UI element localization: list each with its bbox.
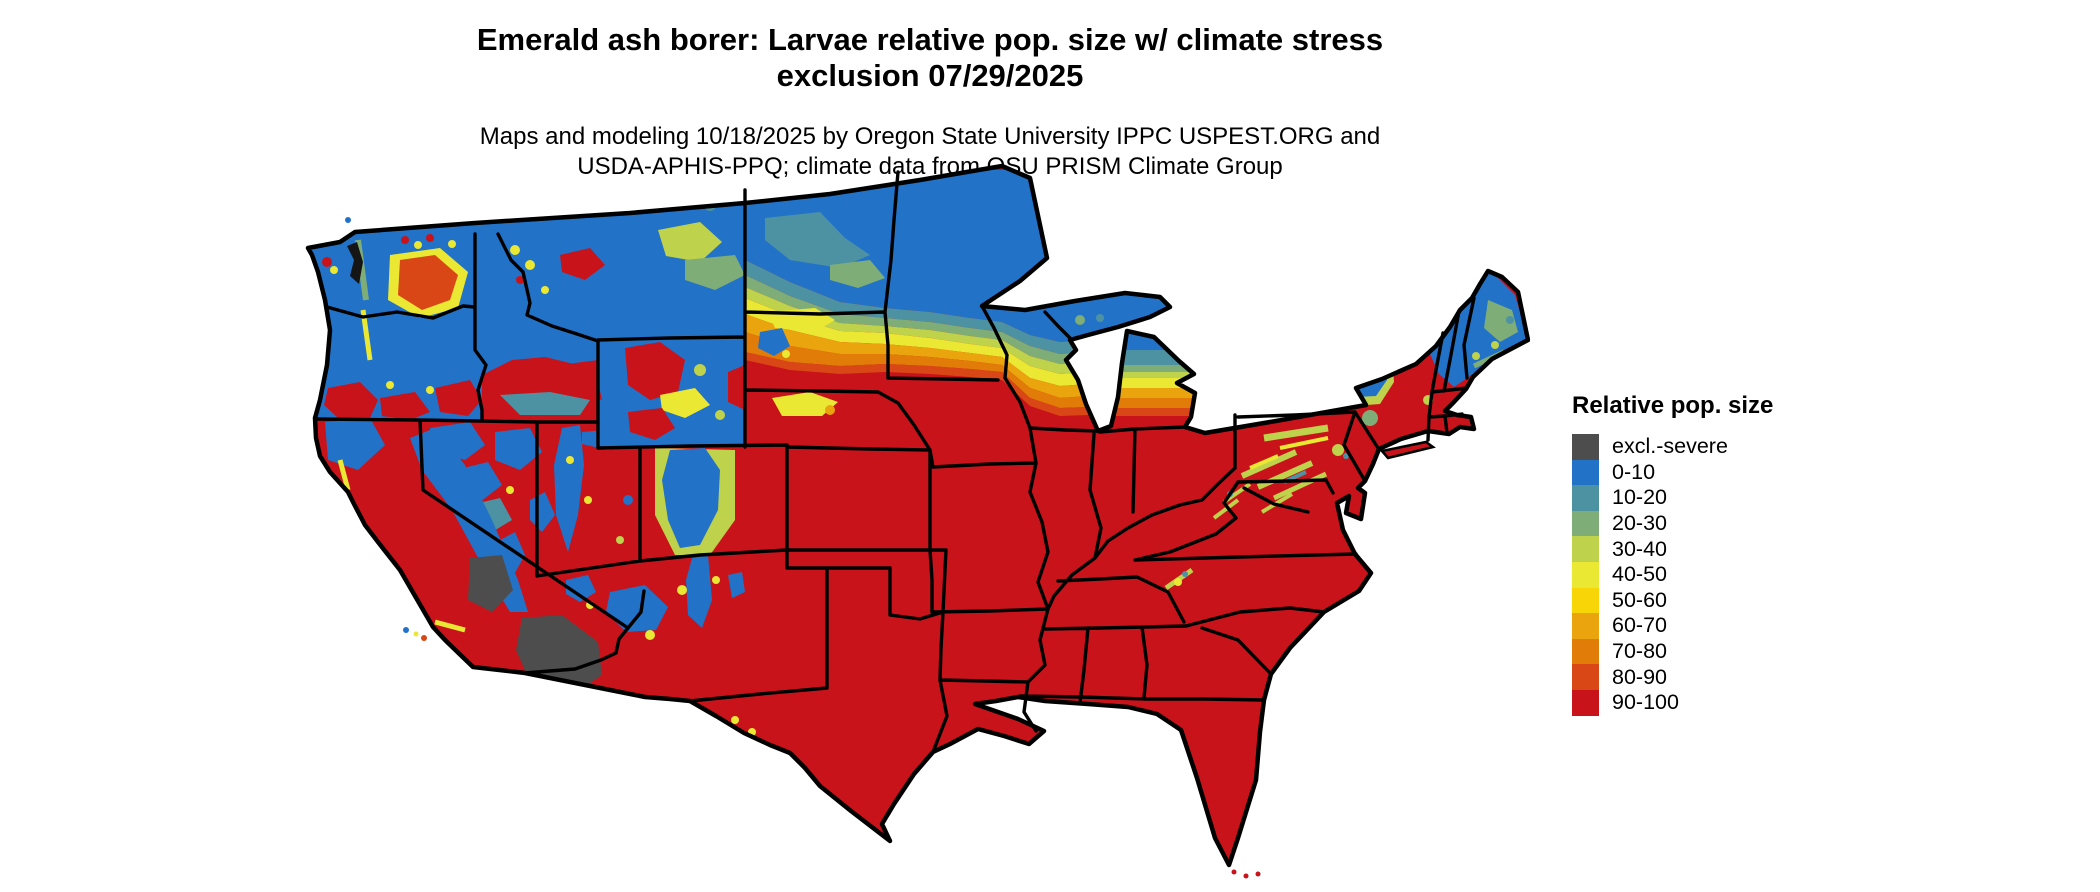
washington-detail	[322, 234, 468, 318]
legend-label: 80-90	[1612, 664, 1667, 689]
legend-title: Relative pop. size	[1572, 392, 1774, 419]
channel-island	[413, 631, 419, 637]
montana-mottle	[510, 199, 745, 294]
figure-title-line1: Emerald ash borer: Larvae relative pop. …	[476, 22, 1384, 57]
figure-subtitle-line2: USDA-APHIS-PPQ; climate data from OSU PR…	[577, 153, 1283, 180]
legend-label: 0-10	[1612, 459, 1656, 484]
legend-item: 40-50	[1572, 561, 1872, 588]
legend-item: 20-30	[1572, 510, 1872, 537]
legend-label: 70-80	[1612, 639, 1667, 664]
legend-item: 10-20	[1572, 485, 1872, 511]
puget-sound	[347, 242, 363, 284]
legend-item: 80-90	[1572, 664, 1872, 690]
colorado-newmexico-detail	[655, 448, 745, 628]
upper-midwest-specks	[1075, 314, 1104, 325]
legend-item: 0-10	[1572, 459, 1872, 486]
florida-keys	[1255, 871, 1261, 877]
legend-swatch-70-80	[1572, 638, 1599, 665]
plains-transition-bands	[745, 260, 1088, 416]
legend-swatch-60-70	[1572, 613, 1599, 639]
legend-label: 90-100	[1612, 690, 1679, 715]
legend-swatch-90-100	[1572, 689, 1599, 716]
legend-item: 60-70	[1572, 613, 1872, 639]
legend-swatch-excl-severe	[1572, 434, 1599, 460]
florida-keys	[1231, 869, 1237, 875]
nebraska-sandhills	[772, 392, 838, 416]
legend-label: excl.-severe	[1612, 434, 1728, 459]
legend-label: 10-20	[1612, 485, 1667, 510]
florida-keys	[1243, 873, 1249, 879]
utah-detail	[554, 425, 634, 552]
legend-swatch-20-30	[1572, 510, 1599, 537]
legend-label: 20-30	[1612, 511, 1667, 536]
us-map	[230, 160, 1531, 892]
legend: Relative pop. size excl.-severe 0-10 10-…	[1572, 392, 1872, 716]
legend-label: 50-60	[1612, 587, 1667, 612]
channel-island	[403, 627, 409, 633]
legend-swatch-50-60	[1572, 587, 1599, 614]
legend-swatch-0-10	[1572, 459, 1599, 486]
idaho-detail	[482, 357, 602, 415]
long-island	[1379, 440, 1436, 460]
legend-swatch-40-50	[1572, 561, 1599, 588]
us-map-svg	[305, 163, 1531, 879]
legend-swatch-10-20	[1572, 485, 1599, 511]
wyoming-detail	[625, 342, 745, 440]
strait-speck	[345, 217, 351, 223]
legend-label: 60-70	[1612, 613, 1667, 638]
islands-and-keys	[345, 217, 1436, 879]
legend-item: 30-40	[1572, 536, 1872, 562]
us-outline	[305, 163, 1531, 868]
state-borders	[313, 170, 1476, 754]
figure-title-line2: exclusion 07/29/2025	[776, 58, 1084, 93]
legend-swatch-80-90	[1572, 664, 1599, 690]
legend-item: excl.-severe	[1572, 434, 1872, 460]
legend-item: 50-60	[1572, 587, 1872, 614]
legend-item: 90-100	[1572, 689, 1872, 716]
dakotas-mottle	[758, 212, 885, 358]
gray-excl-socal	[468, 555, 513, 612]
legend-label: 40-50	[1612, 562, 1667, 587]
legend-swatch-30-40	[1572, 536, 1599, 562]
legend-item: 70-80	[1572, 638, 1872, 665]
channel-island	[421, 635, 427, 641]
map-strokes	[305, 163, 1531, 868]
legend-label: 30-40	[1612, 536, 1667, 561]
raster-layers	[308, 166, 1528, 865]
figure-subtitle-line1: Maps and modeling 10/18/2025 by Oregon S…	[479, 123, 1381, 150]
